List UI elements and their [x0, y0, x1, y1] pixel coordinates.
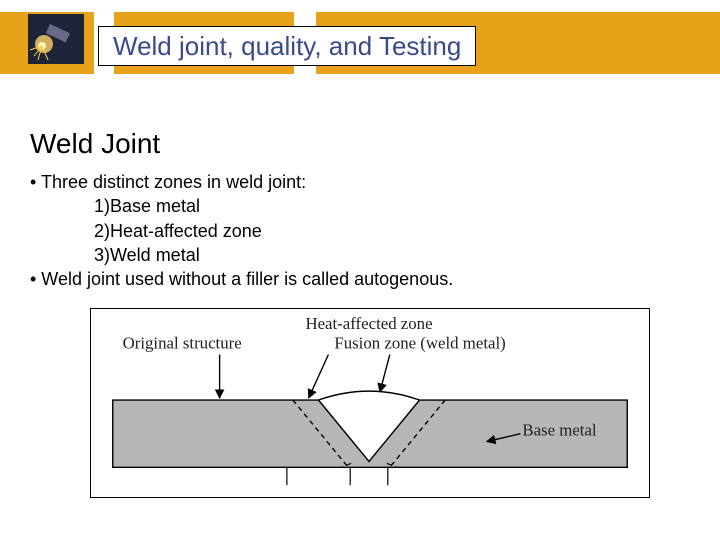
bullet-list: • Three distinct zones in weld joint:1)B…	[30, 170, 690, 291]
weld-joint-diagram: Heat-affected zone Original structure Fusi…	[90, 308, 650, 498]
svg-text:Heat-affected zone: Heat-affected zone	[305, 314, 432, 333]
slide-title-box: Weld joint, quality, and Testing	[98, 26, 476, 66]
content-area: Weld Joint • Three distinct zones in wel…	[30, 128, 690, 291]
bullet-item: 2)Heat-affected zone	[30, 219, 690, 243]
slide: Weld joint, quality, and Testing Weld Jo…	[0, 0, 720, 540]
bullet-item: 3)Weld metal	[30, 243, 690, 267]
section-heading: Weld Joint	[30, 128, 690, 160]
svg-text:Original structure: Original structure	[123, 334, 242, 353]
bullet-item: 1)Base metal	[30, 194, 690, 218]
bullet-item: • Three distinct zones in weld joint:	[30, 170, 690, 194]
slide-title: Weld joint, quality, and Testing	[113, 31, 461, 62]
welding-icon	[28, 14, 84, 64]
svg-text:Fusion zone (weld metal): Fusion zone (weld metal)	[334, 334, 505, 353]
bullet-item: • Weld joint used without a filler is ca…	[30, 267, 690, 291]
svg-text:Base metal: Base metal	[522, 421, 597, 440]
